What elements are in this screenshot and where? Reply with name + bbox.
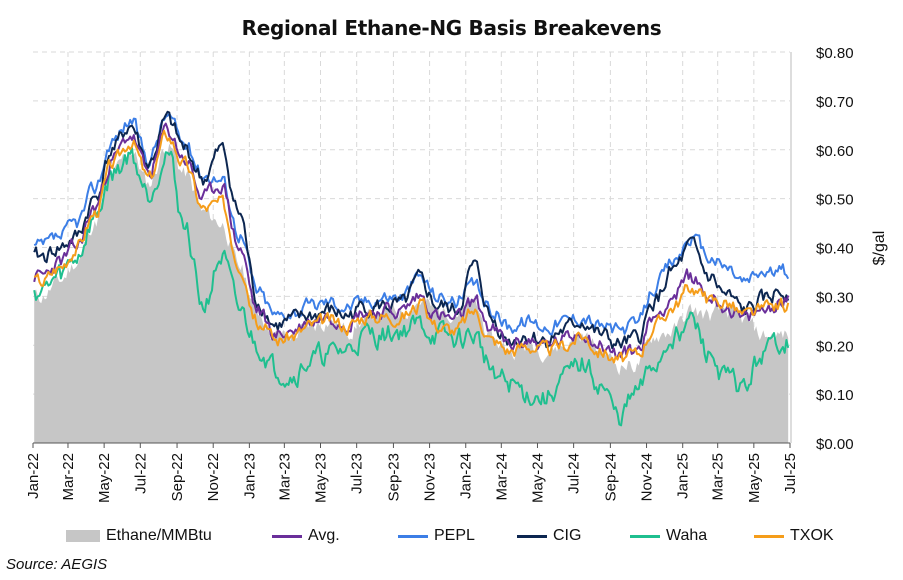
x-tick-label: Jul-25 bbox=[782, 453, 799, 494]
series-area-ethane-mmbtu bbox=[34, 143, 789, 443]
x-tick-label: May-25 bbox=[746, 453, 763, 503]
x-tick-label: Jul-22 bbox=[132, 453, 149, 494]
source-note: Source: AEGIS bbox=[6, 556, 108, 573]
series-line-avg bbox=[33, 122, 790, 359]
y-tick-label: $0.30 bbox=[816, 289, 854, 306]
x-tick-label: Jan-24 bbox=[458, 453, 475, 499]
y-tick-label: $0.70 bbox=[816, 94, 854, 111]
x-tick-label: Mar-25 bbox=[710, 453, 727, 501]
legend-label-txok: TXOK bbox=[790, 527, 834, 544]
x-tick-label: May-23 bbox=[313, 453, 330, 503]
legend-swatch-ethane bbox=[66, 530, 100, 542]
x-tick-label: Jan-25 bbox=[675, 453, 692, 499]
y-axis-label: $/gal bbox=[871, 231, 888, 266]
line-layer bbox=[33, 110, 790, 427]
x-tick-label: Jul-23 bbox=[349, 453, 366, 494]
y-tick-label: $0.80 bbox=[816, 45, 854, 62]
y-tick-label: $0.50 bbox=[816, 192, 854, 209]
legend-swatch-avg bbox=[272, 534, 302, 538]
y-tick-label: $0.60 bbox=[816, 143, 854, 160]
legend-item-txok: TXOK bbox=[754, 527, 834, 545]
x-tick-label: Sep-24 bbox=[602, 453, 619, 501]
series-line-waha bbox=[33, 147, 790, 427]
y-tick-label: $0.20 bbox=[816, 338, 854, 355]
legend-swatch-txok bbox=[754, 534, 784, 538]
area-layer bbox=[34, 143, 789, 443]
x-tick-label: Nov-24 bbox=[639, 453, 656, 501]
y-tick-label: $0.10 bbox=[816, 387, 854, 404]
x-tick-label: Mar-22 bbox=[60, 453, 77, 501]
x-tick-label: Jan-22 bbox=[25, 453, 42, 499]
y-tick-label: $0.00 bbox=[816, 436, 854, 453]
x-tick-label: Nov-22 bbox=[205, 453, 222, 501]
legend-item-avg: Avg. bbox=[272, 527, 340, 545]
chart-title: Regional Ethane-NG Basis Breakevens bbox=[241, 16, 662, 40]
legend-item-cig: CIG bbox=[517, 527, 581, 545]
x-tick-label: Nov-23 bbox=[422, 453, 439, 501]
series-line-txok bbox=[33, 129, 790, 364]
x-tick-label: Sep-23 bbox=[385, 453, 402, 501]
legend-item-pepl: PEPL bbox=[398, 527, 475, 545]
legend-label-avg: Avg. bbox=[308, 527, 340, 544]
legend-label-cig: CIG bbox=[553, 527, 582, 544]
x-tick-label: Sep-22 bbox=[169, 453, 186, 501]
series-line-cig bbox=[33, 110, 790, 350]
x-tick-label: Mar-24 bbox=[493, 453, 510, 501]
x-tick-label: Jul-24 bbox=[566, 453, 583, 494]
x-tick-label: Mar-23 bbox=[276, 453, 293, 501]
legend-swatch-waha bbox=[630, 534, 660, 538]
legend-item-ethane: Ethane/MMBtu bbox=[66, 527, 212, 545]
legend-swatch-pepl bbox=[398, 534, 428, 538]
x-tick-label: May-24 bbox=[529, 453, 546, 503]
legend-label-ethane: Ethane/MMBtu bbox=[106, 527, 212, 544]
legend-label-waha: Waha bbox=[666, 527, 708, 544]
x-tick-label: Jan-23 bbox=[241, 453, 258, 499]
legend: Ethane/MMBtu Avg. PEPL CIG Waha TXOK bbox=[30, 527, 890, 549]
y-tick-label: $0.40 bbox=[816, 241, 854, 258]
axis-layer: $0.00 $0.10 $0.20 $0.30 $0.40 $0.50 $0.60 $0.70… bbox=[25, 45, 854, 503]
legend-item-waha: Waha bbox=[630, 527, 707, 545]
legend-label-pepl: PEPL bbox=[434, 527, 475, 544]
x-tick-label: May-22 bbox=[96, 453, 113, 503]
legend-swatch-cig bbox=[517, 534, 547, 538]
